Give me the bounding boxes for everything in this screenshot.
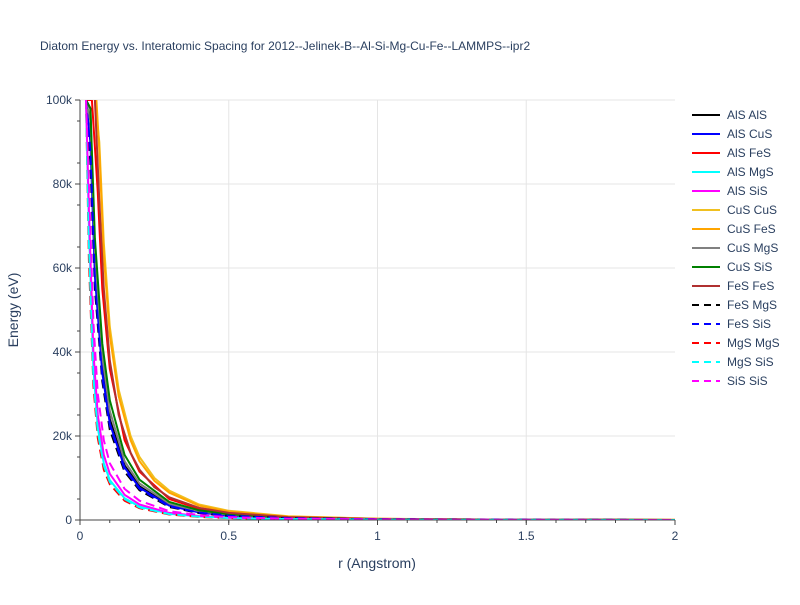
legend-item[interactable]: AlS FeS [692, 146, 771, 160]
legend-item[interactable]: SiS SiS [692, 374, 768, 388]
y-tick-label: 60k [53, 261, 73, 275]
legend-label: SiS SiS [727, 374, 768, 388]
series-line-mgs-mgs [85, 100, 675, 520]
series-layer [85, 100, 675, 520]
legend-label: AlS CuS [727, 127, 772, 141]
legend-item[interactable]: CuS MgS [692, 241, 778, 255]
legend-label: AlS AlS [727, 108, 767, 122]
legend-item[interactable]: AlS MgS [692, 165, 774, 179]
legend-label: CuS CuS [727, 203, 777, 217]
legend-label: FeS MgS [727, 298, 777, 312]
series-line-cus-cus [93, 100, 675, 520]
series-line-fes-sis [85, 100, 675, 520]
legend-label: MgS SiS [727, 355, 774, 369]
legend-label: CuS SiS [727, 260, 772, 274]
x-tick-label: 1 [374, 529, 381, 543]
series-line-als-mgs [85, 100, 675, 520]
legend-item[interactable]: FeS MgS [692, 298, 777, 312]
series-line-cus-mgs [85, 100, 675, 520]
legend-item[interactable]: MgS MgS [692, 336, 780, 350]
legend-item[interactable]: AlS AlS [692, 108, 767, 122]
y-tick-label: 80k [53, 177, 73, 191]
x-tick-label: 1.5 [518, 529, 535, 543]
series-line-als-fes [86, 100, 675, 520]
chart-title: Diatom Energy vs. Interatomic Spacing fo… [40, 39, 530, 53]
y-tick-label: 0 [65, 513, 72, 527]
y-tick-label: 20k [53, 429, 73, 443]
legend-label: CuS MgS [727, 241, 778, 255]
y-tick-label: 40k [53, 345, 73, 359]
legend-item[interactable]: AlS SiS [692, 184, 768, 198]
legend-item[interactable]: CuS CuS [692, 203, 777, 217]
legend-label: CuS FeS [727, 222, 776, 236]
legend-label: FeS SiS [727, 317, 771, 331]
y-axis-label: Energy (eV) [5, 273, 21, 348]
legend-label: MgS MgS [727, 336, 780, 350]
legend-label: AlS SiS [727, 184, 768, 198]
legend-item[interactable]: CuS SiS [692, 260, 772, 274]
legend-item[interactable]: MgS SiS [692, 355, 774, 369]
axis-layer: 0 20k 40k 60k 80k 100k 0 0.5 1 1.5 2 [46, 93, 679, 543]
legend-label: AlS MgS [727, 165, 774, 179]
series-line-mgs-sis [85, 100, 675, 520]
grid-layer [80, 99, 675, 520]
y-tick-label: 100k [46, 93, 73, 107]
legend-item[interactable]: FeS FeS [692, 279, 774, 293]
series-line-als-cus [85, 100, 675, 520]
legend-item[interactable]: CuS FeS [692, 222, 776, 236]
series-line-cus-sis [85, 100, 675, 520]
legend-label: AlS FeS [727, 146, 771, 160]
series-line-cus-fes [95, 100, 675, 520]
legend-label: FeS FeS [727, 279, 774, 293]
series-line-fes-mgs [85, 100, 675, 520]
legend-item[interactable]: AlS CuS [692, 127, 772, 141]
series-line-fes-fes [93, 100, 675, 520]
x-tick-label: 0.5 [220, 529, 237, 543]
series-line-als-als [85, 100, 675, 520]
x-tick-label: 2 [672, 529, 679, 543]
series-line-sis-sis [85, 100, 675, 520]
series-line-als-sis [85, 100, 675, 520]
legend: AlS AlS AlS CuS AlS FeS AlS MgS AlS SiS CuS C… [692, 108, 780, 388]
x-axis-label: r (Angstrom) [338, 555, 416, 571]
x-tick-label: 0 [77, 529, 84, 543]
legend-item[interactable]: FeS SiS [692, 317, 771, 331]
